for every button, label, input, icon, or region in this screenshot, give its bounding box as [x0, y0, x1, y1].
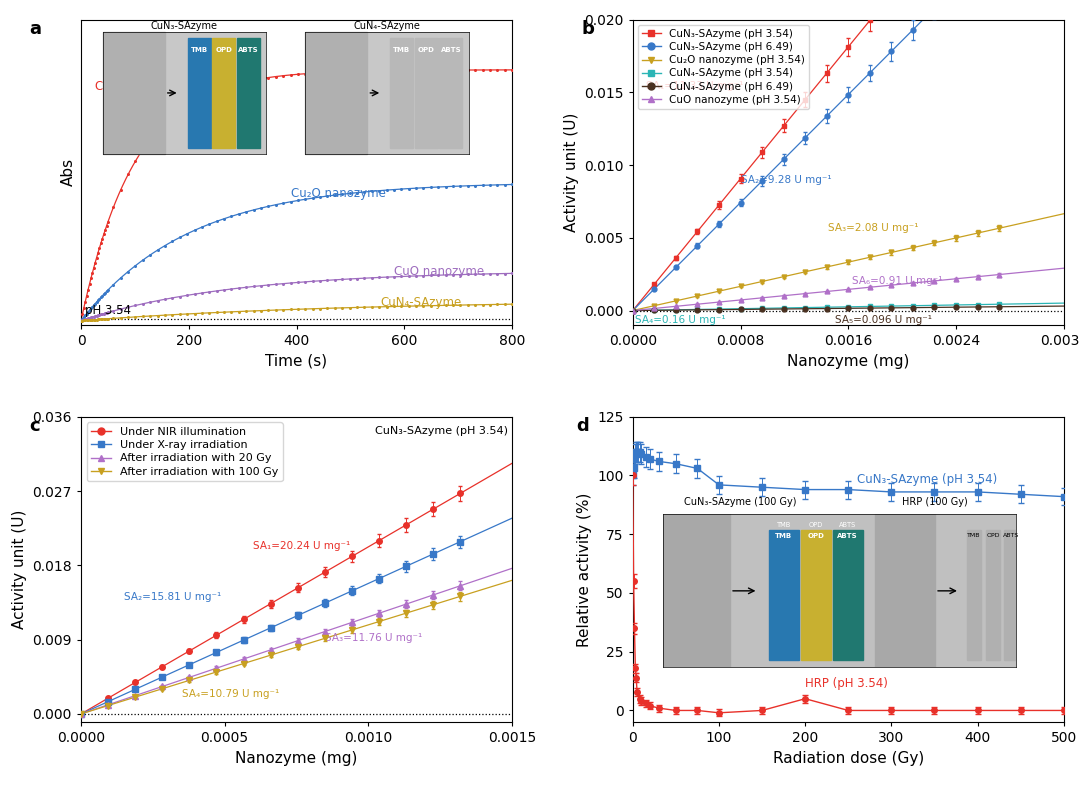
Text: Cu₂O nanozyme: Cu₂O nanozyme [292, 187, 386, 199]
Text: CuO nanozyme: CuO nanozyme [393, 265, 484, 278]
Text: CuN₃-SAzyme (pH 3.54): CuN₃-SAzyme (pH 3.54) [856, 473, 997, 486]
Text: SA₂=15.81 U mg⁻¹: SA₂=15.81 U mg⁻¹ [124, 592, 221, 602]
Text: SA₄=10.79 U mg⁻¹: SA₄=10.79 U mg⁻¹ [181, 689, 279, 699]
X-axis label: Nanozyme (mg): Nanozyme (mg) [235, 750, 357, 766]
Text: SA₄=0.16 U mg⁻¹: SA₄=0.16 U mg⁻¹ [635, 315, 726, 325]
X-axis label: Time (s): Time (s) [266, 354, 327, 369]
Text: SA₃=11.76 U mg⁻¹: SA₃=11.76 U mg⁻¹ [325, 633, 422, 643]
Text: CuN₄-SAzyme: CuN₄-SAzyme [380, 297, 461, 309]
Text: CuN₃-SAzyme (pH 3.54): CuN₃-SAzyme (pH 3.54) [375, 426, 508, 436]
Y-axis label: Activity unit (U): Activity unit (U) [12, 509, 27, 629]
Y-axis label: Activity unit (U): Activity unit (U) [564, 113, 579, 232]
Text: CuN₃-SAzyme: CuN₃-SAzyme [94, 80, 176, 93]
Legend: Under NIR illumination, Under X-ray irradiation, After irradiation with 20 Gy, A: Under NIR illumination, Under X-ray irra… [86, 422, 283, 481]
Legend: CuN₃-SAzyme (pH 3.54), CuN₃-SAzyme (pH 6.49), Cu₂O nanozyme (pH 3.54), CuN₄-SAzy: CuN₃-SAzyme (pH 3.54), CuN₃-SAzyme (pH 6… [638, 25, 809, 109]
Text: SA₃=2.08 U mg⁻¹: SA₃=2.08 U mg⁻¹ [828, 222, 919, 232]
Text: a: a [29, 20, 41, 38]
Text: SA₂=9.28 U mg⁻¹: SA₂=9.28 U mg⁻¹ [741, 174, 832, 184]
Y-axis label: Relative activity (%): Relative activity (%) [577, 492, 592, 647]
Text: pH 3.54: pH 3.54 [85, 304, 132, 317]
Text: d: d [577, 417, 590, 435]
X-axis label: Radiation dose (Gy): Radiation dose (Gy) [772, 750, 923, 766]
Text: c: c [29, 417, 40, 435]
Text: SA₆=0.91 U mg⁻¹: SA₆=0.91 U mg⁻¹ [852, 276, 943, 287]
Text: SA₅=0.096 U mg⁻¹: SA₅=0.096 U mg⁻¹ [835, 315, 932, 325]
Text: SA₁=20.24 U mg⁻¹: SA₁=20.24 U mg⁻¹ [254, 541, 351, 551]
X-axis label: Nanozyme (mg): Nanozyme (mg) [787, 354, 909, 369]
Y-axis label: Abs: Abs [60, 159, 76, 186]
Text: HRP (pH 3.54): HRP (pH 3.54) [806, 677, 888, 690]
Text: SA₁=11.33 U mg⁻¹: SA₁=11.33 U mg⁻¹ [646, 82, 744, 91]
Text: b: b [581, 20, 594, 38]
